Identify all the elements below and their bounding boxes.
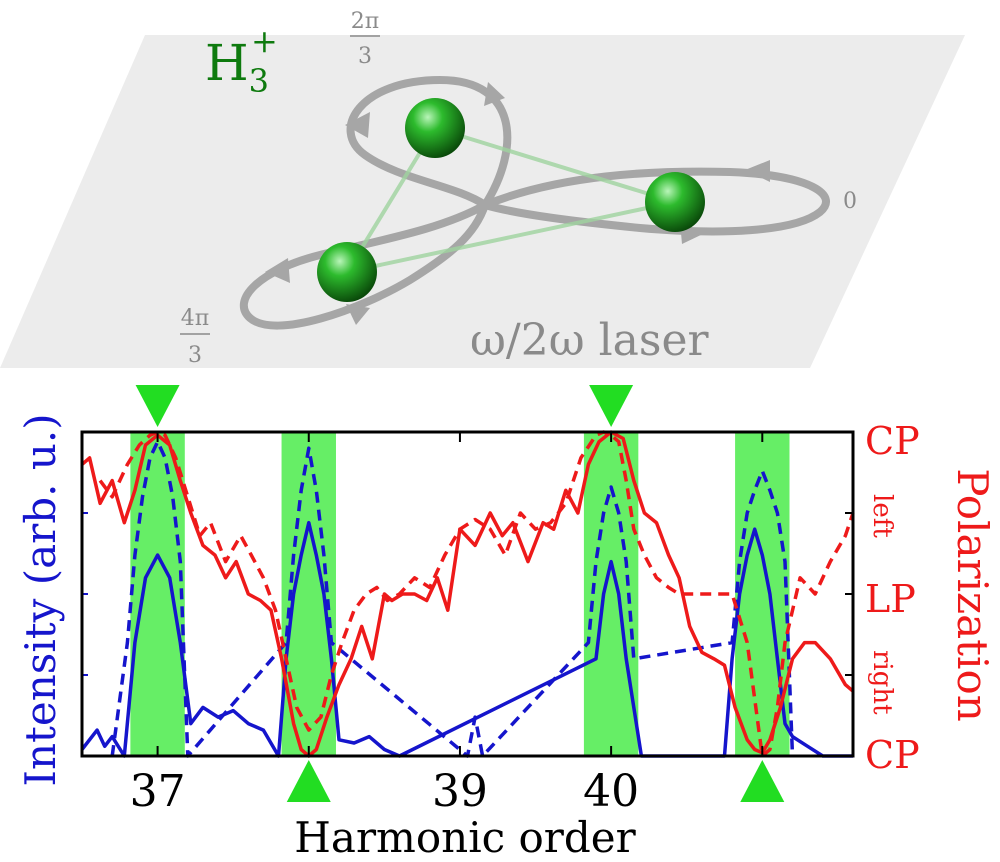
phase-label-2pi3: 2π 3 xyxy=(350,9,380,69)
orbit-top xyxy=(346,75,512,209)
orbit-right xyxy=(481,167,830,236)
highlight-band xyxy=(130,432,185,756)
marker-up-triangle xyxy=(740,760,785,802)
bond-line xyxy=(346,200,676,274)
phase-4pi3-num: 4π xyxy=(181,306,209,331)
molecule-diagram: H3+ 2π 3 4π 3 0 ω/2ω laser xyxy=(0,9,965,368)
phase-label-0: 0 xyxy=(843,189,857,214)
series-line-red-dashed xyxy=(98,430,855,758)
x-axis-title: Harmonic order xyxy=(294,813,636,862)
plot-frame xyxy=(80,430,855,758)
arrow-icon xyxy=(484,82,505,106)
series-line-red-solid xyxy=(80,430,855,758)
x-tick-label: 39 xyxy=(432,766,488,817)
y-axis-left-title: Intensity (arb. u.) xyxy=(16,413,65,786)
x-tick-label: 37 xyxy=(130,766,186,817)
series-line-blue-dashed xyxy=(110,439,795,758)
marker-down-triangle xyxy=(135,385,180,427)
phase-label-4pi3: 4π 3 xyxy=(180,306,210,368)
marker-up-triangle xyxy=(286,760,331,802)
molecule-label: H3+ xyxy=(205,22,278,100)
bond-line xyxy=(434,126,676,204)
arrow-icon xyxy=(345,112,370,138)
right-label-bottom: CP xyxy=(865,733,920,777)
proton-3 xyxy=(317,242,377,302)
proton-2 xyxy=(645,172,705,232)
orbit-left xyxy=(240,201,489,330)
arrow-icon xyxy=(265,258,290,283)
right-label-middle: LP xyxy=(865,577,916,621)
laser-label: ω/2ω laser xyxy=(470,315,709,366)
harmonic-markers xyxy=(135,385,785,802)
harmonic-chart: 37 39 40 Harmonic order Intensity (arb. u.… xyxy=(16,385,997,862)
marker-down-triangle xyxy=(589,385,634,427)
phase-2pi3-den: 3 xyxy=(358,44,372,69)
y-axis-right-title: Polarization xyxy=(948,468,997,722)
x-tick-labels: 37 39 40 xyxy=(130,766,640,817)
phase-2pi3-num: 2π xyxy=(351,9,379,34)
right-label-lower: right xyxy=(867,650,897,715)
chart-series xyxy=(80,430,855,758)
phase-4pi3-den: 3 xyxy=(188,343,202,368)
x-tick-label: 40 xyxy=(583,766,639,817)
right-tick-labels: CP left LP right CP xyxy=(865,419,920,777)
proton-1 xyxy=(405,98,465,158)
arrow-icon xyxy=(745,160,770,182)
arrow-icon xyxy=(346,304,370,325)
orbit-paths xyxy=(240,75,830,330)
right-label-top: CP xyxy=(865,419,920,463)
right-label-upper: left xyxy=(867,494,897,538)
series-line-blue-solid xyxy=(80,520,853,758)
